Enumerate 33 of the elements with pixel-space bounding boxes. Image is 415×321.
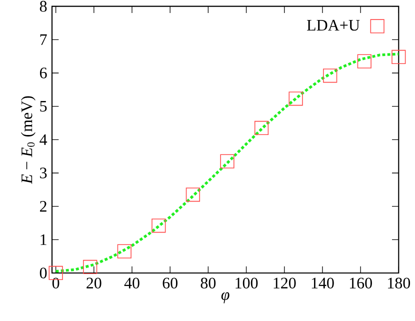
point (254, 120, 269, 136)
y-tick-label: 2 (40, 201, 46, 212)
x-tick-label: 20 (86, 278, 102, 288)
y-tick-label: 0 (40, 268, 47, 278)
point (186, 188, 200, 202)
x-tick-label: 120 (274, 278, 296, 288)
x-tick-label: 60 (162, 278, 178, 288)
point (392, 50, 406, 64)
x-tick-label: 180 (388, 278, 410, 288)
point (357, 54, 372, 68)
y-tick-label: 8 (40, 0, 47, 12)
point (288, 92, 303, 106)
y-tick-label: 7 (40, 34, 47, 45)
point (152, 218, 166, 233)
line-series (54, 52, 399, 273)
y-axis-title: E − E$_{0}$ (meV) (20, 96, 36, 184)
x-tick-label: 0 (52, 278, 60, 288)
y-tick-label: 4 (40, 134, 48, 145)
y-tick-label: 6 (40, 68, 47, 78)
y-tick-label: 1 (40, 234, 46, 245)
x-axis-title: φ (221, 292, 230, 304)
x-tick-label: 40 (124, 278, 140, 288)
point (220, 154, 234, 168)
point (83, 260, 98, 274)
x-tick-label: 100 (236, 278, 258, 288)
x-tick-label: 160 (350, 278, 372, 288)
x-tick-label: 80 (200, 278, 216, 288)
y-tick-label: 3 (40, 168, 47, 178)
point (323, 68, 338, 83)
point (117, 244, 132, 258)
legend-label: LDA+U (306, 20, 360, 31)
x-tick-label: 140 (312, 278, 334, 288)
y-tick-label: 5 (40, 101, 47, 112)
